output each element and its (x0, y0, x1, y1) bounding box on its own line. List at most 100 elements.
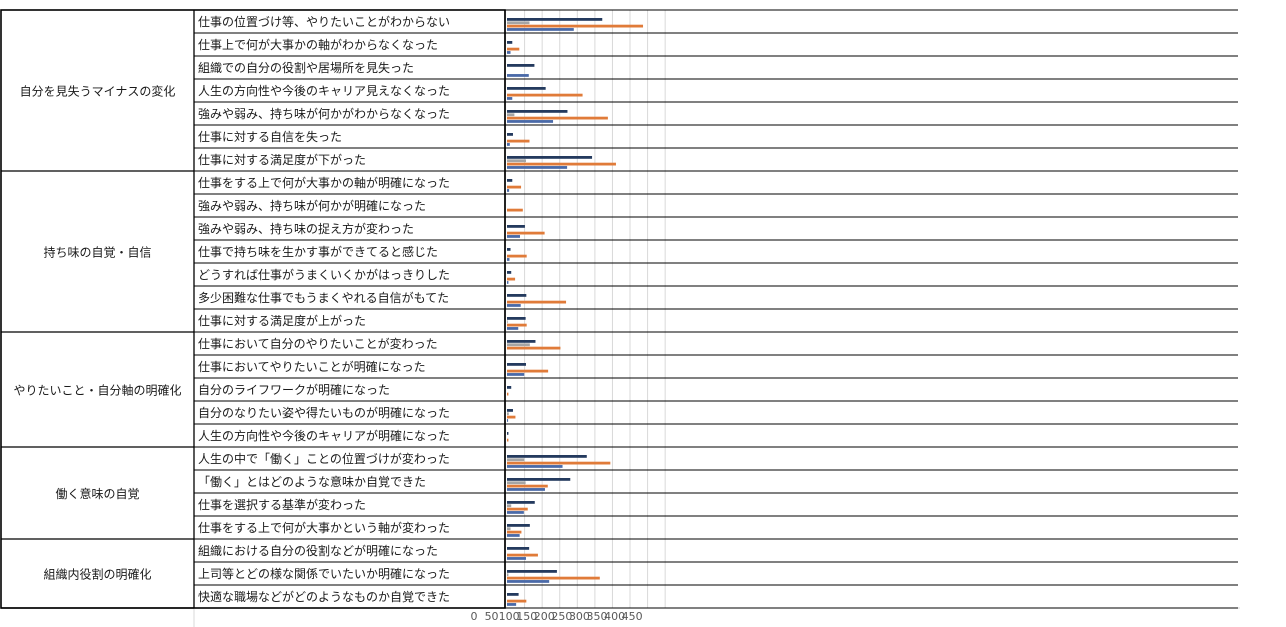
x-tick-label-450: 450 (622, 610, 643, 623)
category-label: 仕事において自分のやりたいことが変わった (198, 336, 438, 351)
bar-orange (507, 369, 549, 373)
category-label: 「働く」とはどのような意味か自覚できた (198, 474, 426, 489)
x-tick-label-50: 50 (485, 610, 499, 623)
bar-navy (507, 593, 519, 596)
bar-navy (507, 133, 513, 136)
bar-gray (507, 481, 526, 485)
x-tick-label-350: 350 (587, 610, 608, 623)
category-label: 自分のなりたい姿や得たいものが明確になった (198, 405, 450, 420)
category-label: 強みや弱み、持ち味が何かがわからなくなった (198, 106, 450, 121)
x-tick-label-400: 400 (604, 610, 625, 623)
bar-gray (507, 159, 526, 163)
bar-orange (507, 599, 527, 603)
bar-orange (507, 254, 527, 258)
bar-orange (507, 24, 644, 28)
bar-blue (507, 235, 521, 238)
bar-blue (507, 97, 513, 100)
category-label: 仕事に対する満足度が上がった (198, 313, 366, 328)
bar-navy (507, 570, 557, 573)
bar-orange (507, 139, 530, 143)
x-tick-label-300: 300 (569, 610, 590, 623)
x-tick-label-150: 150 (516, 610, 537, 623)
bar-navy (507, 271, 512, 274)
bar-navy (507, 386, 512, 389)
bar-blue (507, 304, 521, 307)
bar-orange (507, 208, 523, 212)
bar-orange (507, 484, 548, 488)
bar-orange (507, 116, 608, 120)
bar-blue (507, 28, 574, 31)
bar-gray (507, 504, 512, 508)
bar-blue (507, 580, 550, 583)
bar-gray (507, 113, 515, 117)
bar-blue (507, 511, 524, 514)
category-label: 仕事を選択する基準が変わった (198, 497, 366, 512)
category-label: 人生の方向性や今後のキャリアが明確になった (198, 428, 450, 443)
category-label: 組織における自分の役割などが明確になった (198, 543, 438, 558)
category-label: 快適な職場などがどのようなものか自覚できた (198, 589, 450, 604)
bar-orange (507, 277, 516, 281)
bar-orange (507, 185, 522, 189)
bar-navy (507, 524, 530, 527)
x-tick-label-0: 0 (471, 610, 478, 623)
category-label: 人生の方向性や今後のキャリア見えなくなった (198, 83, 450, 98)
bar-navy (507, 64, 535, 67)
category-label: 仕事に対する満足度が下がった (198, 152, 366, 167)
bar-gray (507, 412, 509, 416)
category-label: 強みや弱み、持ち味の捉え方が変わった (198, 221, 414, 236)
category-label: 仕事をする上で何が大事かという軸が変わった (198, 520, 450, 535)
bar-orange (507, 461, 611, 465)
bar-orange (507, 415, 516, 419)
bar-orange (507, 507, 528, 511)
bar-orange (507, 93, 583, 97)
bar-blue (507, 281, 509, 284)
bar-gray (507, 320, 508, 324)
bar-navy (507, 547, 530, 550)
bar-navy (507, 41, 513, 44)
bar-navy (507, 294, 527, 297)
group-label: 組織内役割の明確化 (43, 567, 151, 582)
bar-blue (507, 327, 519, 330)
bar-orange (507, 553, 538, 557)
bar-navy (507, 225, 525, 228)
bar-navy (507, 110, 568, 113)
bar-navy (507, 87, 546, 90)
bar-navy (507, 432, 509, 435)
bar-blue (507, 603, 517, 606)
bar-orange (507, 231, 545, 235)
bar-orange (507, 346, 561, 350)
bar-gray (507, 21, 530, 25)
category-label: 仕事においてやりたいことが明確になった (198, 359, 426, 374)
bar-orange (507, 162, 616, 166)
bar-gray (507, 458, 525, 462)
bar-navy (507, 409, 513, 412)
bar-navy (507, 317, 526, 320)
x-tick-label-100: 100 (499, 610, 520, 623)
bar-orange (507, 576, 600, 580)
bar-blue (507, 488, 545, 491)
group-label: 自分を見失うマイナスの変化 (20, 84, 176, 99)
category-label: 組織での自分の役割や居場所を見失った (198, 60, 414, 75)
bar-blue (507, 534, 520, 537)
x-tick-label-200: 200 (534, 610, 555, 623)
bar-navy (507, 179, 513, 182)
bar-orange (507, 300, 567, 304)
category-label: どうすれば仕事がうまくいくかがはっきりした (198, 267, 450, 282)
bar-blue (507, 419, 509, 422)
category-label: 仕事をする上で何が大事かの軸が明確になった (198, 175, 450, 190)
bar-blue (507, 557, 526, 560)
bar-blue (507, 373, 525, 376)
x-tick-label-250: 250 (551, 610, 572, 623)
category-label: 自分のライフワークが明確になった (198, 382, 390, 397)
bar-navy (507, 363, 526, 366)
bar-navy (507, 156, 593, 159)
bar-blue (507, 143, 510, 146)
bar-navy (507, 248, 511, 251)
category-label: 上司等とどの様な関係でいたいか明確になった (198, 566, 450, 581)
category-label: 強みや弱み、持ち味が何かが明確になった (198, 198, 426, 213)
bar-navy (507, 455, 587, 458)
category-label: 仕事で持ち味を生かす事ができてると感じた (198, 244, 438, 259)
category-label: 人生の中で「働く」ことの位置づけが変わった (198, 451, 450, 466)
